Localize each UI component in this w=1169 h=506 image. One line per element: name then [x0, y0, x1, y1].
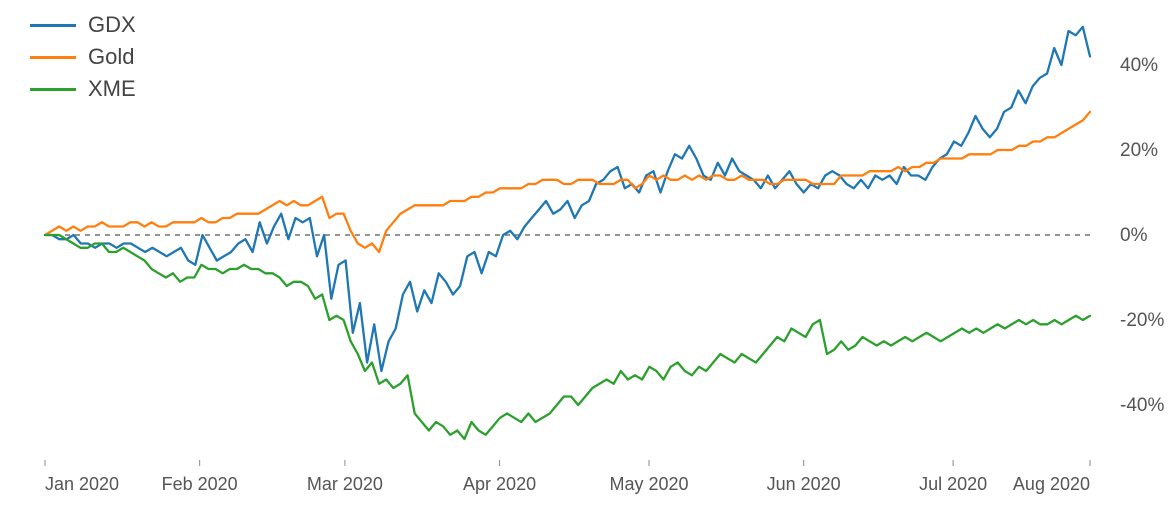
legend-item-xme: XME — [30, 76, 136, 102]
y-tick-label: 40% — [1120, 55, 1158, 76]
chart-svg: 40% 20% 0% -20% -40% Jan 2020 Feb 2020 Mar 2020… — [0, 0, 1169, 506]
y-tick-label: -20% — [1120, 310, 1164, 331]
y-tick-label: -40% — [1120, 395, 1164, 416]
legend-label-xme: XME — [88, 76, 136, 102]
legend-label-gold: Gold — [88, 44, 134, 70]
legend-item-gold: Gold — [30, 44, 136, 70]
x-tick-label: May 2020 — [609, 474, 688, 494]
x-tick-label: Feb 2020 — [162, 474, 238, 494]
x-tick-label: Jan 2020 — [45, 474, 119, 494]
y-tick-label: 0% — [1120, 225, 1148, 246]
y-tick-label: 20% — [1120, 140, 1158, 161]
legend-swatch-xme — [30, 88, 76, 91]
x-tick-label: Jun 2020 — [767, 474, 841, 494]
x-tick-label: Aug 2020 — [1013, 474, 1090, 494]
legend: GDX Gold XME — [30, 12, 136, 108]
legend-swatch-gdx — [30, 24, 76, 27]
performance-chart: 40% 20% 0% -20% -40% Jan 2020 Feb 2020 Mar 2020… — [0, 0, 1169, 506]
legend-item-gdx: GDX — [30, 12, 136, 38]
legend-swatch-gold — [30, 56, 76, 59]
x-tick-label: Mar 2020 — [307, 474, 383, 494]
x-tick-label: Apr 2020 — [463, 474, 536, 494]
x-tick-label: Jul 2020 — [919, 474, 987, 494]
legend-label-gdx: GDX — [88, 12, 136, 38]
